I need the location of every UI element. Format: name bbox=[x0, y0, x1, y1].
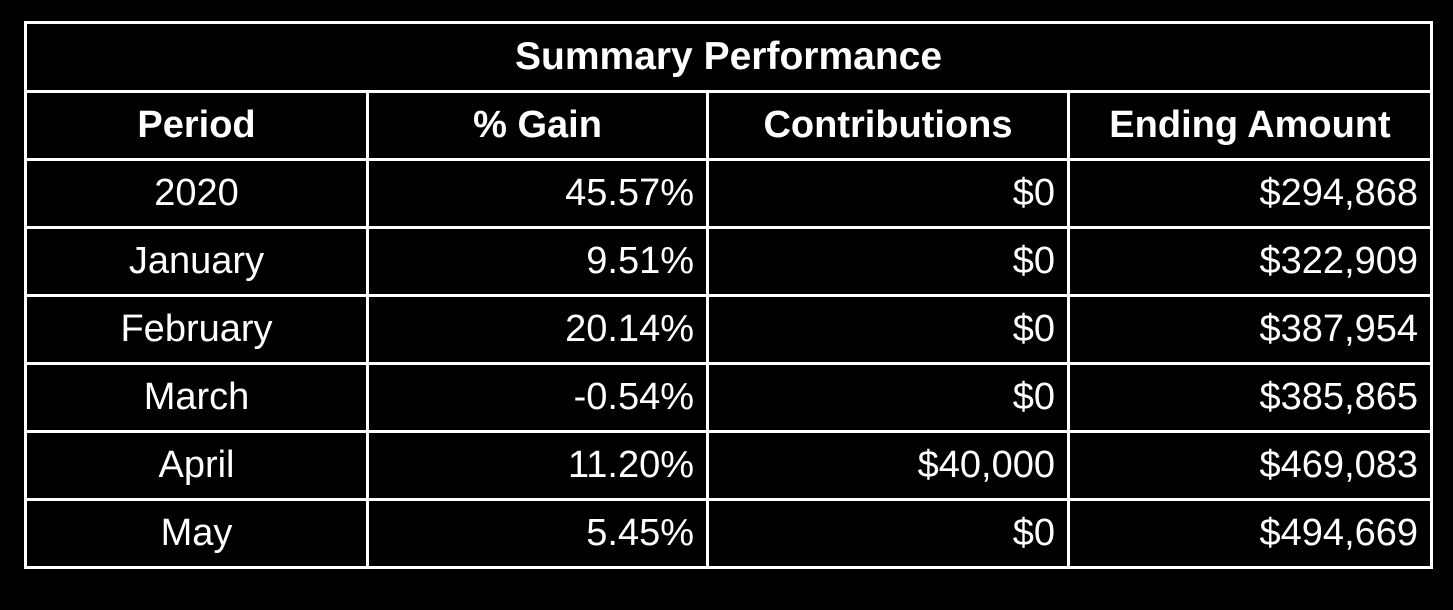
table-body: 2020 45.57% $0 $294,868 January 9.51% $0 $322,9… bbox=[24, 158, 1434, 569]
value-cell: 5.45% bbox=[366, 498, 709, 569]
column-header: Contributions bbox=[706, 90, 1070, 161]
header-row: Period% Gain Contributions Ending Amount bbox=[24, 90, 1434, 161]
column-header: Ending Amount bbox=[1066, 90, 1434, 161]
value-cell: $0 bbox=[706, 226, 1070, 297]
value-cell: $40,000 bbox=[706, 430, 1070, 501]
table-title: Summary Performance bbox=[23, 21, 1434, 93]
value-cell: $0 bbox=[706, 498, 1070, 569]
value-cell: -0.54% bbox=[366, 362, 709, 433]
value-cell: $0 bbox=[706, 362, 1070, 433]
period-cell: January bbox=[24, 226, 369, 297]
period-cell: February bbox=[24, 294, 369, 365]
title-row: Summary Performance bbox=[23, 21, 1434, 93]
value-cell: $322,909 bbox=[1066, 226, 1434, 297]
period-cell: April bbox=[24, 430, 369, 501]
period-cell: March bbox=[24, 362, 369, 433]
value-cell: 20.14% bbox=[366, 294, 709, 365]
column-header: % Gain bbox=[366, 90, 709, 161]
data-row: February 20.14% $0 $387,954 bbox=[24, 294, 1434, 365]
value-cell: $0 bbox=[706, 294, 1070, 365]
value-cell: $387,954 bbox=[1066, 294, 1434, 365]
period-cell: May bbox=[24, 498, 369, 569]
data-row: March -0.54% $0 $385,865 bbox=[24, 362, 1434, 433]
value-cell: 45.57% bbox=[366, 158, 709, 229]
value-cell: $294,868 bbox=[1066, 158, 1434, 229]
data-row: May 5.45% $0 $494,669 bbox=[24, 498, 1434, 569]
value-cell: $469,083 bbox=[1066, 430, 1434, 501]
data-row: January 9.51% $0 $322,909 bbox=[24, 226, 1434, 297]
data-row: 2020 45.57% $0 $294,868 bbox=[24, 158, 1434, 229]
value-cell: 9.51% bbox=[366, 226, 709, 297]
value-cell: $385,865 bbox=[1066, 362, 1434, 433]
value-cell: $0 bbox=[706, 158, 1070, 229]
summary-table: Summary Performance Period% Gain Contribu… bbox=[23, 21, 1434, 569]
data-row: April 11.20% $40,000 $469,083 bbox=[24, 430, 1434, 501]
value-cell: $494,669 bbox=[1066, 498, 1434, 569]
period-cell: 2020 bbox=[24, 158, 369, 229]
column-header: Period bbox=[24, 90, 369, 161]
value-cell: 11.20% bbox=[366, 430, 709, 501]
